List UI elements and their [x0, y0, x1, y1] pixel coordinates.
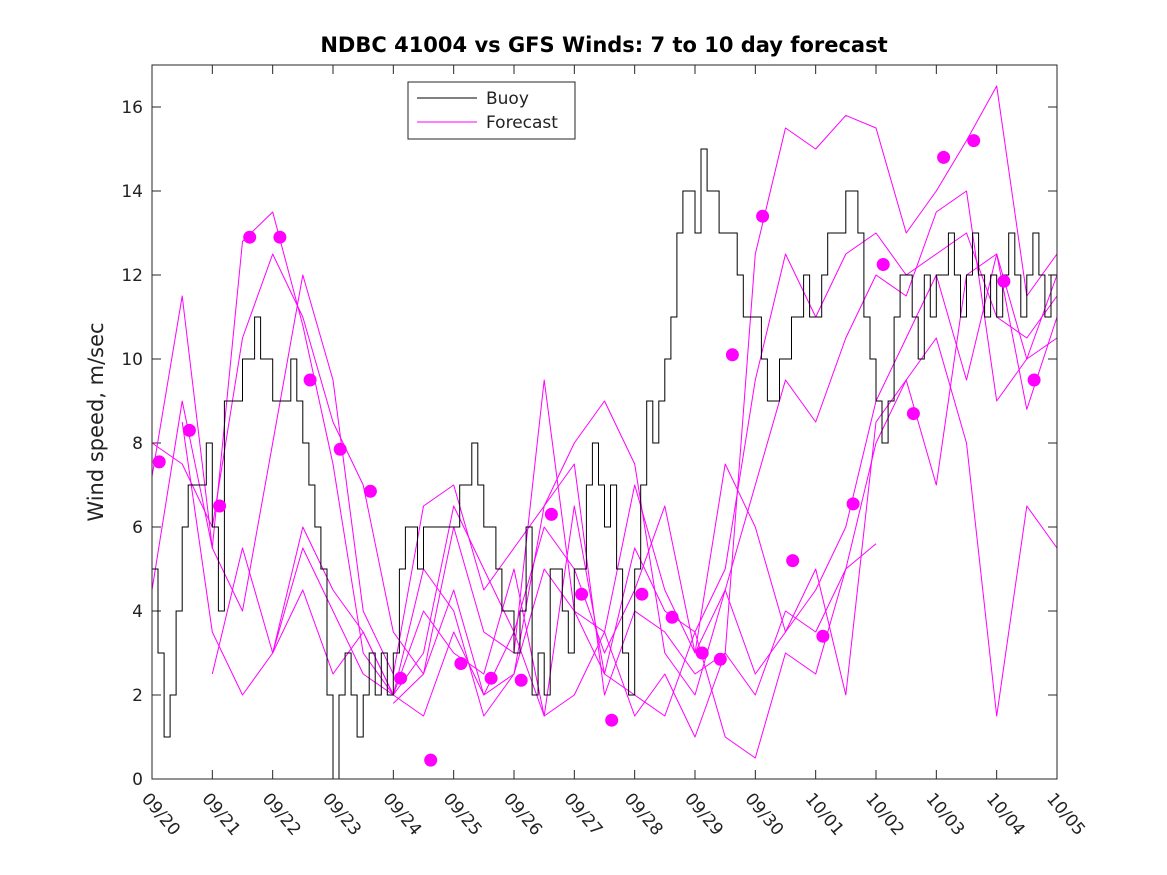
forecast-point [363, 484, 377, 498]
y-tick-label: 0 [132, 770, 143, 790]
forecast-point [635, 587, 649, 601]
legend: Buoy Forecast [407, 81, 576, 140]
legend-buoy-label: Buoy [486, 89, 529, 109]
y-tick-label: 6 [132, 518, 143, 538]
y-tick-label: 16 [121, 98, 143, 118]
forecast-line-3 [151, 190, 1058, 696]
y-tick-label: 8 [132, 434, 143, 454]
forecast-point [544, 507, 558, 521]
forecast-point [786, 554, 800, 568]
chart-title: NDBC 41004 vs GFS Winds: 7 to 10 day for… [320, 33, 887, 57]
forecast-point [333, 442, 347, 456]
forecast-point [725, 348, 739, 362]
forecast-point [846, 497, 860, 511]
forecast-point [876, 258, 890, 271]
forecast-point [514, 673, 528, 687]
y-axis: 0 2 4 6 8 10 12 14 16 [121, 98, 1057, 790]
forecast-point [906, 407, 920, 421]
legend-forecast-label: Forecast [486, 113, 558, 133]
legend-box [407, 81, 576, 140]
forecast-point [605, 713, 619, 727]
forecast-point [303, 373, 317, 387]
forecast-point [152, 455, 166, 469]
forecast-point [273, 230, 287, 244]
y-axis-label: Wind speed, m/sec [84, 322, 108, 521]
y-tick-label: 14 [121, 182, 143, 202]
forecast-point [484, 671, 498, 685]
plot-frame [151, 64, 1058, 780]
forecast-line-1 [151, 85, 1058, 717]
y-tick-label: 2 [132, 686, 143, 706]
forecast-point [997, 274, 1011, 288]
forecast-line-4 [181, 253, 1058, 717]
forecast-point [575, 587, 589, 601]
forecast-point [394, 671, 408, 685]
series-group [151, 85, 1058, 780]
forecast-point [816, 629, 830, 643]
forecast-point [213, 499, 227, 513]
forecast-point [713, 652, 727, 666]
y-tick-label: 4 [132, 602, 143, 622]
forecast-point [243, 230, 257, 244]
forecast-point [424, 753, 438, 767]
y-tick-label: 12 [121, 266, 143, 286]
forecast-point [756, 209, 770, 223]
forecast-line-7 [392, 543, 877, 738]
forecast-point [695, 646, 709, 660]
forecast-point [1027, 373, 1041, 387]
buoy-line [152, 148, 1058, 780]
forecast-point [454, 657, 468, 670]
forecast-point [937, 150, 951, 164]
forecast-point [967, 134, 981, 148]
y-tick-label: 10 [121, 350, 143, 370]
forecast-point [182, 423, 196, 437]
forecast-point [665, 610, 679, 624]
